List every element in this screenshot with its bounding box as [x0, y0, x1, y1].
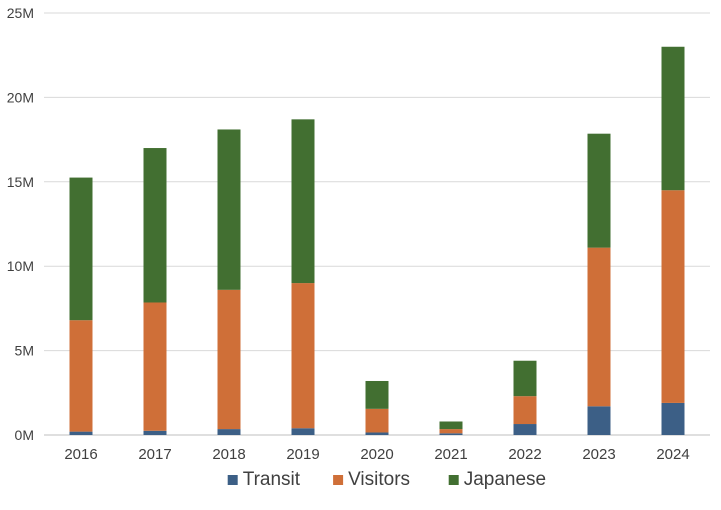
x-tick-label: 2022: [508, 446, 541, 463]
bar-transit-2016: [69, 431, 93, 435]
bar-japanese-2023: [587, 133, 611, 248]
y-tick-label: 10M: [7, 258, 34, 274]
bar-transit-2020: [365, 432, 389, 435]
legend-label-japanese: Japanese: [464, 469, 546, 490]
legend-label-transit: Transit: [243, 469, 301, 490]
x-tick-label: 2021: [434, 446, 467, 463]
y-tick-label: 0M: [15, 427, 34, 443]
legend: Transit Visitors Japanese: [227, 469, 546, 490]
x-axis-tick-labels: 2016 2017 2018 2019 2020 2021 2022 2023 2024: [64, 446, 689, 463]
x-tick-label: 2017: [138, 446, 171, 463]
bar-japanese-2021: [439, 421, 463, 430]
x-tick-label: 2020: [360, 446, 393, 463]
bar-transit-2023: [587, 406, 611, 435]
x-tick-label: 2024: [656, 446, 689, 463]
bar-japanese-2024: [661, 46, 685, 191]
y-tick-label: 25M: [7, 5, 34, 21]
bar-visitors-2017: [143, 302, 167, 431]
bar-visitors-2019: [291, 283, 315, 429]
x-tick-label: 2016: [64, 446, 97, 463]
y-tick-label: 5M: [15, 343, 34, 359]
bar-japanese-2017: [143, 148, 167, 303]
legend-swatch-transit: [227, 475, 238, 485]
bar-visitors-2018: [217, 289, 241, 430]
legend-label-visitors: Visitors: [348, 469, 410, 490]
x-tick-label: 2018: [212, 446, 245, 463]
bar-transit-2024: [661, 402, 685, 435]
bar-japanese-2020: [365, 380, 389, 409]
bar-visitors-2024: [661, 190, 685, 403]
bar-transit-2017: [143, 430, 167, 435]
x-tick-label: 2019: [286, 446, 319, 463]
y-axis-tick-labels: 0M 5M 10M 15M 20M 25M: [7, 5, 34, 443]
bar-visitors-2023: [587, 247, 611, 407]
bars: [69, 46, 685, 435]
bar-japanese-2016: [69, 177, 93, 321]
legend-swatch-visitors: [333, 475, 344, 485]
bar-visitors-2016: [69, 320, 93, 432]
legend-swatch-japanese: [448, 475, 459, 485]
bar-transit-2022: [513, 424, 537, 435]
bar-transit-2021: [439, 433, 463, 435]
bar-japanese-2022: [513, 360, 537, 397]
bar-visitors-2020: [365, 408, 389, 433]
y-tick-label: 15M: [7, 174, 34, 190]
bar-visitors-2021: [439, 429, 463, 434]
bar-transit-2019: [291, 428, 315, 435]
x-tick-label: 2023: [582, 446, 615, 463]
bar-japanese-2019: [291, 119, 315, 284]
bar-transit-2018: [217, 429, 241, 435]
bar-visitors-2022: [513, 396, 537, 425]
y-tick-label: 20M: [7, 89, 34, 105]
bar-japanese-2018: [217, 129, 241, 290]
